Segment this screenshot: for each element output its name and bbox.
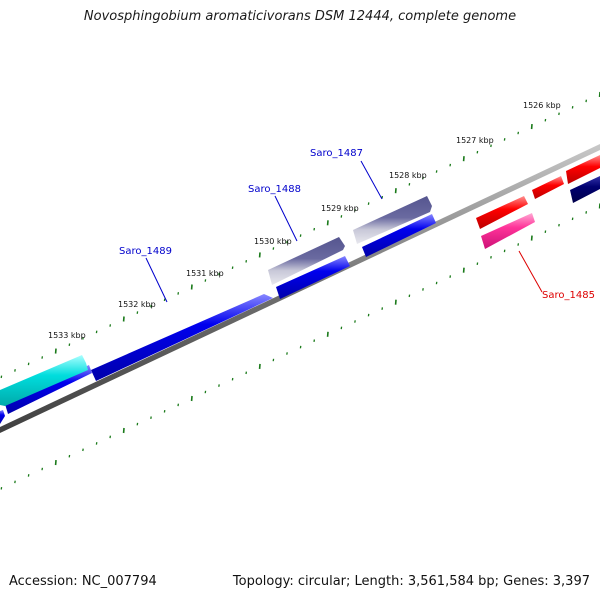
gene-blue-3[interactable] [362,214,436,257]
gene-saro-1485[interactable] [481,213,535,249]
gene-saro-1489-body[interactable] [91,294,273,381]
leader-saro-1489 [145,257,168,303]
accession-text: Accession: NC_007794 [9,574,157,589]
gene-label-saro-1488[interactable]: Saro_1488 [248,184,301,195]
kbp-labels: 1526 kbp 1527 kbp 1528 kbp 1529 kbp 1530… [48,101,561,340]
genome-summary-text: Topology: circular; Length: 3,561,584 bp… [232,574,590,589]
kbp-label: 1532 kbp [118,300,156,309]
ruler-upper [0,91,600,379]
leader-saro-1487 [360,160,383,200]
kbp-label: 1526 kbp [523,101,561,110]
gene-label-saro-1489[interactable]: Saro_1489 [119,246,172,257]
kbp-label: 1529 kbp [321,204,359,213]
map-title: Novosphingobium aromaticivorans DSM 1244… [83,9,517,24]
gene-blue-2[interactable] [276,256,350,299]
ruler-lower [0,203,600,490]
kbp-label: 1530 kbp [254,237,292,246]
gene-features [0,155,600,424]
gene-red-1[interactable] [476,196,528,229]
leader-saro-1485 [518,250,543,293]
gene-navy[interactable] [570,176,600,203]
gene-label-saro-1487[interactable]: Saro_1487 [310,148,363,159]
kbp-label: 1533 kbp [48,331,86,340]
gene-label-saro-1485[interactable]: Saro_1485 [542,290,595,301]
label-leader-lines [145,160,543,303]
gene-red-2[interactable] [532,176,564,199]
gene-blue-left-edge[interactable] [0,410,5,424]
gene-labels: Saro_1487 Saro_1488 Saro_1489 Saro_1485 [119,148,595,301]
kbp-label: 1528 kbp [389,171,427,180]
leader-saro-1488 [274,195,298,242]
gene-cyan[interactable] [0,355,88,406]
gene-saro-1487[interactable] [353,196,432,244]
gene-saro-1488[interactable] [268,237,345,285]
gene-red-3[interactable] [566,155,600,184]
kbp-label: 1527 kbp [456,136,494,145]
kbp-label: 1531 kbp [186,269,224,278]
